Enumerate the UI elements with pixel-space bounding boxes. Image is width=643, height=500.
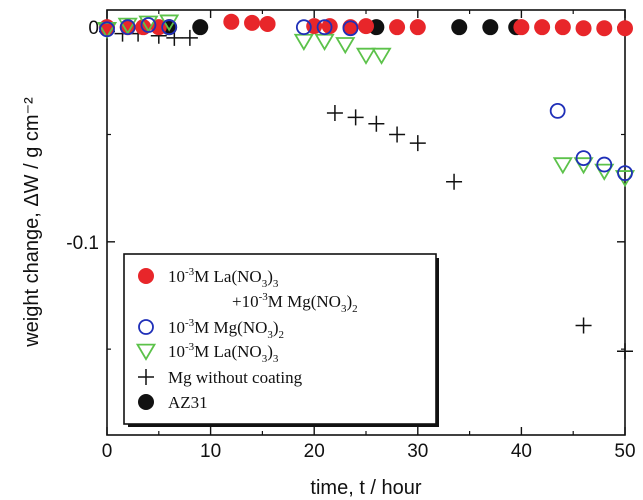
legend-label-la-mg-line2: +10-3M Mg(NO3)2 <box>232 291 358 315</box>
data-point-la_nitrate <box>293 33 314 51</box>
data-point-mg_nitrate <box>99 21 115 38</box>
data-point-az31 <box>192 19 209 36</box>
data-point-mg_nitrate <box>119 19 136 36</box>
legend-marker-la_nitrate <box>135 343 157 361</box>
legend-label-bare-mg: Mg without coating <box>168 368 303 387</box>
y-tick-label: 0 <box>88 18 99 39</box>
data-point-la_mg <box>244 14 261 31</box>
legend-label-la-nitrate: 10-3M La(NO3)3 <box>168 341 279 365</box>
data-point-az31 <box>482 19 499 36</box>
data-points <box>96 13 636 360</box>
legend-shadow <box>436 258 439 427</box>
data-point-bare_mg <box>389 126 406 143</box>
data-point-la_mg <box>575 20 592 37</box>
data-point-la_mg <box>119 19 136 36</box>
data-point-la_mg <box>596 20 613 37</box>
data-point-la_mg <box>554 19 571 36</box>
x-tick-label: 40 <box>511 441 532 462</box>
legend-label-az31: AZ31 <box>168 393 208 412</box>
data-point-bare_mg <box>617 343 633 360</box>
data-point-bare_mg <box>326 105 343 122</box>
data-point-la_nitrate <box>314 33 335 51</box>
data-point-la_mg <box>259 15 276 32</box>
legend-label-mg-nitrate: 10-3M Mg(NO3)2 <box>168 317 284 341</box>
legend-marker-la_mg <box>138 268 154 284</box>
data-point-bare_mg <box>181 29 198 46</box>
axis-tick-labels: 0 10 20 30 40 50 0 -0.1 <box>66 18 635 462</box>
data-point-mg_nitrate <box>596 156 613 173</box>
data-point-la_mg <box>358 18 374 35</box>
data-point-bare_mg <box>575 317 592 334</box>
legend-label-la-mg-line1: 10-3M La(NO3)3 <box>168 266 279 290</box>
x-tick-label: 0 <box>102 441 113 462</box>
data-point-la_nitrate <box>138 15 159 33</box>
data-point-la_nitrate <box>335 37 356 55</box>
data-point-la_mg <box>223 13 240 30</box>
data-point-mg_nitrate <box>316 19 333 36</box>
data-point-la_mg <box>321 18 338 35</box>
data-point-mg_nitrate <box>295 19 312 36</box>
data-point-bare_mg <box>368 115 385 132</box>
data-point-mg_nitrate <box>140 17 157 33</box>
data-point-mg_nitrate <box>575 150 592 167</box>
data-point-la_nitrate <box>552 157 573 175</box>
data-point-la_mg <box>389 19 406 36</box>
x-tick-label: 50 <box>614 441 635 462</box>
data-point-la_nitrate <box>371 47 392 65</box>
x-axis-label: time, t / hour <box>310 477 421 499</box>
legend: 10-3M La(NO3)3 +10-3M Mg(NO3)2 10-3M Mg(… <box>123 253 439 427</box>
data-point-la_mg <box>409 19 426 36</box>
data-point-mg_nitrate <box>617 165 633 182</box>
data-point-bare_mg <box>446 173 463 190</box>
legend-marker-mg_nitrate <box>138 319 154 335</box>
y-tick-label: -0.1 <box>66 233 99 254</box>
legend-shadow-bottom <box>128 424 439 427</box>
data-point-bare_mg <box>409 135 426 152</box>
x-tick-label: 20 <box>304 441 325 462</box>
data-point-bare_mg <box>347 109 364 126</box>
data-point-mg_nitrate <box>342 20 359 37</box>
data-point-mg_nitrate <box>161 19 178 36</box>
legend-marker-az31 <box>138 394 154 410</box>
data-point-la_mg <box>534 19 551 36</box>
data-point-mg_nitrate <box>549 102 566 119</box>
data-point-la_nitrate <box>594 163 615 181</box>
data-point-la_nitrate <box>355 47 377 65</box>
legend-marker-bare_mg <box>138 369 154 385</box>
data-point-la_nitrate <box>573 157 594 175</box>
legend-markers <box>135 268 157 410</box>
x-tick-label: 10 <box>200 441 221 462</box>
x-tick-label: 30 <box>407 441 428 462</box>
data-point-la_mg <box>617 20 633 37</box>
data-point-la_mg <box>513 19 530 36</box>
data-point-la_nitrate <box>117 17 138 35</box>
y-axis-label: weight change, ΔW / g cm⁻² <box>21 97 43 348</box>
data-point-az31 <box>451 19 468 36</box>
